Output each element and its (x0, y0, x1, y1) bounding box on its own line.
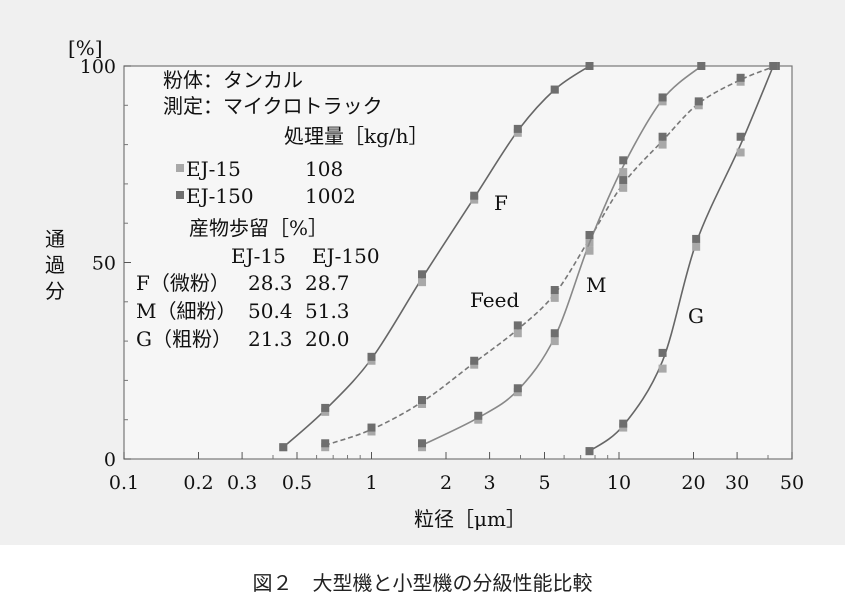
y-axis-label-1: 通 (45, 227, 65, 251)
x-tick-label: 10 (607, 472, 631, 494)
point-feed-ej150 (470, 356, 479, 365)
y-tick-label: 100 (80, 56, 116, 78)
point-f-ej150 (470, 191, 479, 200)
point-g-ej150 (692, 234, 701, 243)
point-m-ej150 (658, 93, 667, 102)
point-feed-ej15 (550, 293, 559, 302)
point-f-ej150 (418, 270, 427, 279)
point-feed-ej150 (418, 396, 427, 405)
point-g-ej150 (658, 348, 667, 357)
y-axis-label-2: 過 (45, 253, 65, 277)
yield-f-ej15: 28.3 (248, 271, 293, 295)
yield-header: 産物歩留［%］ (189, 216, 328, 240)
yield-label-f: F（微粉） (136, 271, 230, 295)
point-feed-ej150 (619, 175, 628, 184)
powder-annotation: 粉体：タンカル (163, 68, 303, 92)
point-m-ej150 (418, 439, 427, 448)
point-feed-ej150 (550, 286, 559, 295)
yield-g-ej150: 20.0 (305, 327, 350, 351)
point-f-ej15 (418, 278, 427, 287)
x-tick-label: 50 (780, 472, 804, 494)
x-tick-label: 0.2 (183, 472, 213, 494)
point-f-ej150 (513, 124, 522, 133)
curve-label-feed: Feed (470, 288, 519, 312)
measurement-annotation: 測定：マイクロトラック (163, 94, 383, 118)
point-m-ej15 (585, 246, 594, 255)
x-axis: 0.1 0.2 0.3 0.5 1 2 3 5 10 20 30 50 (109, 452, 804, 494)
point-m-ej150 (550, 329, 559, 338)
x-tick-label: 0.5 (282, 472, 312, 494)
y-tick-label: 50 (92, 253, 116, 275)
figure-caption: 図２ 大型機と小型機の分級性能比較 (252, 571, 593, 595)
y-axis: 0 50 100 (80, 56, 131, 471)
curve-label-g: G (688, 304, 704, 328)
throughput-value-ej15: 108 (305, 157, 343, 181)
x-tick-label: 0.3 (227, 472, 257, 494)
throughput-value-ej150: 1002 (305, 184, 356, 208)
curve-label-m: M (586, 273, 606, 297)
point-f-ej150 (279, 443, 288, 452)
point-feed-ej150 (367, 423, 376, 432)
point-feed-ej15 (513, 329, 522, 338)
point-g-ej150 (769, 62, 778, 70)
curve-label-f: F (494, 191, 508, 215)
ej150-legend-marker (176, 191, 184, 199)
yield-label-m: M（細粉） (136, 299, 236, 323)
x-tick-label: 0.1 (109, 472, 139, 494)
x-tick-label: 5 (538, 472, 550, 494)
throughput-model-ej15: EJ-15 (186, 157, 241, 181)
point-m-ej150 (585, 230, 594, 239)
curve-m (421, 65, 702, 446)
yield-label-g: G（粗粉） (136, 327, 232, 351)
y-tick-label: 0 (104, 449, 116, 471)
curve-f (282, 65, 590, 448)
point-m-ej150 (619, 156, 628, 165)
point-m-ej15 (619, 168, 628, 177)
point-m-ej150 (697, 62, 706, 70)
point-g-ej150 (619, 419, 628, 428)
point-feed-ej150 (513, 321, 522, 330)
throughput-header: 処理量［kg/h］ (284, 124, 429, 148)
point-g-ej15 (692, 242, 701, 251)
point-feed-ej150 (736, 73, 745, 82)
point-m-ej15 (550, 337, 559, 346)
yield-m-ej150: 51.3 (305, 299, 350, 323)
x-tick-label: 3 (484, 472, 496, 494)
x-axis-label: 粒径［μm］ (414, 507, 526, 531)
yield-col-ej15: EJ-15 (231, 244, 286, 268)
yield-m-ej15: 50.4 (248, 299, 293, 323)
point-f-ej150 (367, 352, 376, 361)
y-axis-label-3: 分 (45, 279, 65, 303)
x-tick-label: 20 (681, 472, 705, 494)
x-tick-label: 1 (365, 472, 377, 494)
point-f-ej150 (550, 85, 559, 94)
yield-col-ej150: EJ-150 (312, 244, 380, 268)
point-m-ej150 (513, 384, 522, 393)
yield-g-ej15: 21.3 (248, 327, 293, 351)
plot-area (123, 65, 793, 460)
yield-f-ej150: 28.7 (305, 271, 350, 295)
point-m-ej150 (474, 411, 483, 420)
point-g-ej150 (736, 132, 745, 141)
y-unit-label: [%] (68, 36, 103, 60)
point-feed-ej15 (619, 183, 628, 192)
point-g-ej15 (736, 148, 745, 157)
point-feed-ej150 (658, 132, 667, 141)
throughput-model-ej150: EJ-150 (186, 184, 254, 208)
ej15-legend-marker (176, 164, 184, 172)
x-tick-label: 30 (725, 472, 749, 494)
point-g-ej15 (658, 364, 667, 373)
x-tick-label: 2 (440, 472, 452, 494)
point-f-ej150 (321, 403, 330, 412)
curves-layer (279, 62, 780, 456)
point-g-ej150 (585, 447, 594, 456)
point-feed-ej150 (321, 439, 330, 448)
point-f-ej150 (585, 62, 594, 70)
point-feed-ej150 (694, 97, 703, 106)
point-feed-ej15 (658, 140, 667, 149)
figure-panel: 0.1 0.2 0.3 0.5 1 2 3 5 10 20 30 50 0 50 100 [%] 通 過 … (0, 0, 845, 545)
